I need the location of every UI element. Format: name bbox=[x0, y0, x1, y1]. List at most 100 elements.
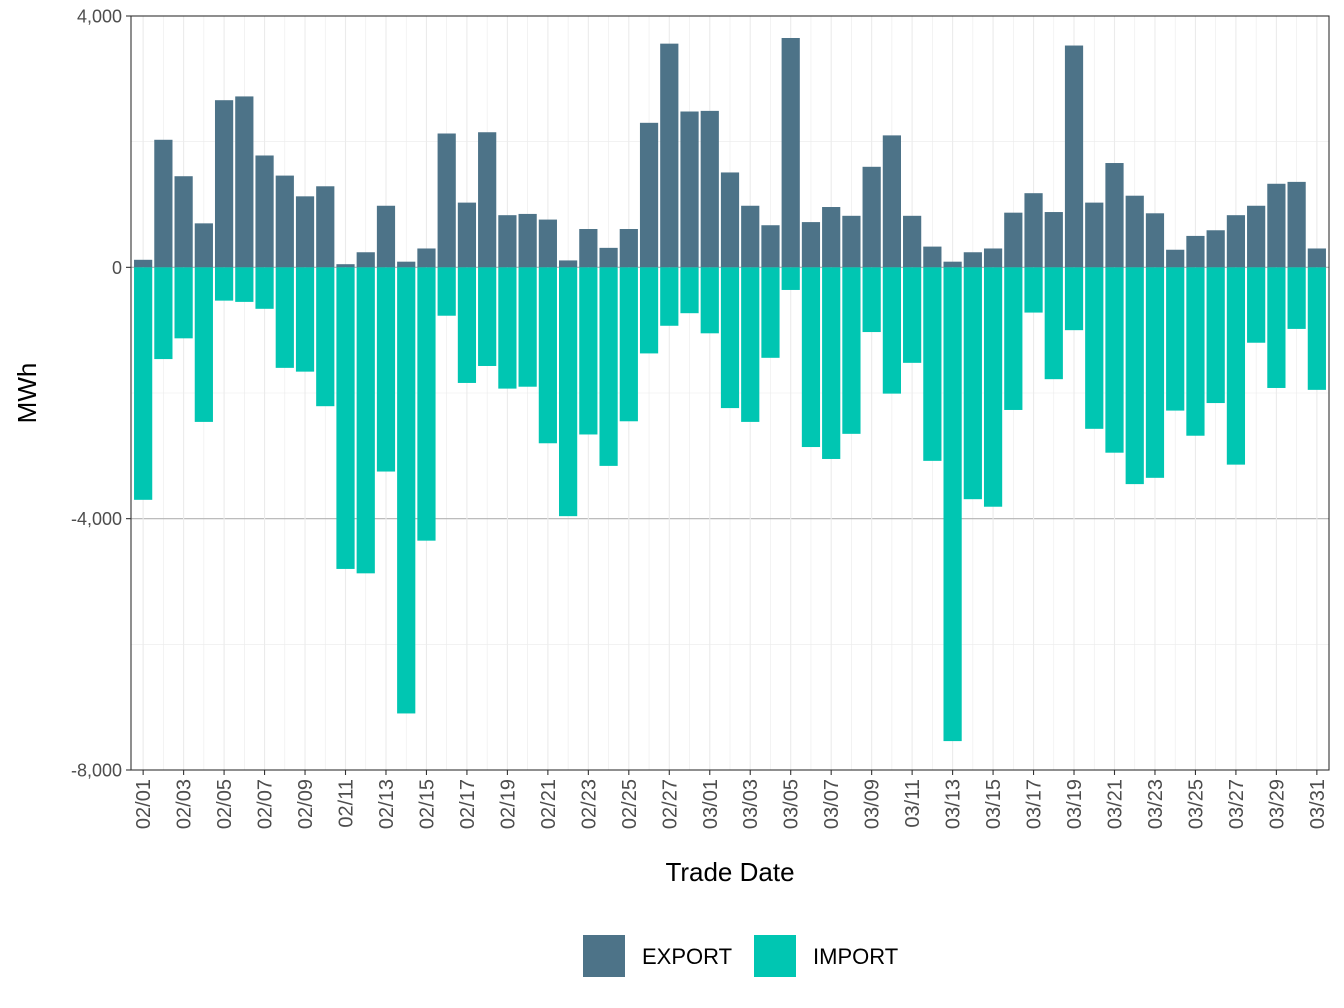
bar-import-03-17 bbox=[1024, 267, 1043, 313]
bar-export-03-29 bbox=[1267, 183, 1286, 268]
bar-export-03-04 bbox=[761, 225, 780, 268]
bar-export-03-28 bbox=[1247, 205, 1266, 268]
x-tick-label: 03/19 bbox=[1064, 779, 1086, 829]
bar-import-03-19 bbox=[1064, 267, 1084, 331]
bar-export-02-21 bbox=[538, 219, 557, 268]
bar-import-03-10 bbox=[882, 267, 901, 394]
x-tick-label: 03/03 bbox=[740, 779, 762, 829]
x-tick-label: 02/07 bbox=[255, 779, 277, 829]
bar-import-02-26 bbox=[639, 267, 659, 354]
bar-export-03-01 bbox=[700, 110, 719, 268]
bar-import-03-12 bbox=[923, 267, 942, 461]
bar-export-03-10 bbox=[882, 135, 901, 268]
bar-import-03-14 bbox=[963, 267, 982, 500]
bar-export-02-01 bbox=[134, 259, 153, 268]
bar-export-03-19 bbox=[1064, 45, 1084, 268]
bar-export-03-09 bbox=[862, 166, 881, 268]
bar-export-02-22 bbox=[559, 260, 578, 268]
bar-import-03-15 bbox=[983, 267, 1003, 507]
bar-export-02-10 bbox=[316, 186, 335, 268]
bar-import-03-16 bbox=[1004, 267, 1023, 410]
legend: EXPORT IMPORT bbox=[583, 935, 898, 977]
bar-export-02-18 bbox=[478, 132, 497, 268]
bar-import-03-23 bbox=[1145, 267, 1165, 478]
x-tick-label: 03/13 bbox=[943, 779, 965, 829]
bar-export-02-27 bbox=[660, 43, 679, 268]
x-tick-label: 02/21 bbox=[538, 779, 560, 829]
bar-export-03-14 bbox=[963, 252, 982, 268]
bar-import-03-03 bbox=[741, 267, 760, 422]
bar-import-03-11 bbox=[903, 267, 922, 363]
bar-import-03-18 bbox=[1044, 267, 1063, 380]
bar-export-03-18 bbox=[1044, 212, 1063, 268]
bar-import-02-15 bbox=[417, 267, 436, 541]
bar-import-03-21 bbox=[1105, 267, 1124, 453]
bar-export-03-26 bbox=[1206, 230, 1225, 268]
x-tick-label: 02/09 bbox=[295, 779, 317, 829]
bar-export-03-17 bbox=[1024, 193, 1043, 268]
bar-export-02-24 bbox=[599, 247, 618, 268]
bar-import-02-14 bbox=[397, 267, 416, 714]
bar-import-02-28 bbox=[680, 267, 699, 314]
legend-key-import bbox=[754, 935, 796, 977]
bar-export-03-31 bbox=[1307, 248, 1326, 268]
bar-export-02-08 bbox=[275, 175, 294, 268]
bar-export-02-16 bbox=[437, 133, 456, 268]
bar-export-02-28 bbox=[680, 111, 699, 268]
bar-import-02-25 bbox=[619, 267, 638, 422]
bar-export-02-23 bbox=[579, 229, 598, 268]
x-tick-label: 03/25 bbox=[1185, 779, 1207, 829]
bar-export-03-05 bbox=[781, 37, 800, 268]
bar-import-03-20 bbox=[1085, 267, 1104, 429]
x-axis: 02/01 02/03 02/05 02/07 02/09 02/11 02/13 02/15… bbox=[133, 770, 1329, 829]
bar-export-02-03 bbox=[174, 176, 193, 268]
x-tick-label: 02/19 bbox=[497, 779, 519, 829]
bar-export-03-23 bbox=[1145, 213, 1165, 268]
x-tick-label: 03/09 bbox=[862, 779, 884, 829]
bar-export-02-07 bbox=[255, 155, 274, 268]
bar-export-03-13 bbox=[943, 261, 962, 268]
bar-import-03-22 bbox=[1125, 267, 1144, 485]
x-tick-label: 03/27 bbox=[1226, 779, 1248, 829]
y-axis-title: MWh bbox=[12, 363, 42, 424]
bar-export-03-15 bbox=[983, 248, 1003, 268]
bar-export-03-11 bbox=[903, 215, 922, 268]
bar-export-03-16 bbox=[1004, 212, 1023, 268]
bar-import-02-23 bbox=[579, 267, 598, 435]
x-tick-label: 02/15 bbox=[416, 779, 438, 829]
bar-export-02-04 bbox=[194, 223, 213, 268]
bar-export-03-07 bbox=[822, 207, 841, 268]
bar-import-03-06 bbox=[801, 267, 821, 448]
y-tick-label: 0 bbox=[112, 258, 122, 278]
bar-import-02-20 bbox=[518, 267, 537, 387]
bar-export-02-12 bbox=[356, 252, 375, 268]
x-tick-label: 03/21 bbox=[1104, 779, 1126, 829]
bar-export-03-12 bbox=[923, 246, 942, 268]
bar-export-03-03 bbox=[741, 205, 760, 268]
x-tick-label: 03/11 bbox=[902, 779, 924, 828]
bar-export-02-19 bbox=[498, 215, 517, 268]
bar-import-02-01 bbox=[134, 267, 153, 500]
x-tick-label: 02/11 bbox=[336, 779, 358, 828]
bar-import-02-21 bbox=[538, 267, 557, 444]
x-tick-label: 02/25 bbox=[619, 779, 641, 829]
x-tick-label: 02/23 bbox=[578, 779, 600, 829]
bar-import-03-24 bbox=[1166, 267, 1185, 411]
bar-series bbox=[134, 37, 1326, 742]
x-tick-label: 03/31 bbox=[1307, 779, 1329, 829]
x-tick-label: 02/01 bbox=[133, 779, 155, 829]
bar-import-02-22 bbox=[559, 267, 578, 517]
bar-import-03-27 bbox=[1226, 267, 1246, 465]
x-tick-label: 02/27 bbox=[659, 779, 681, 829]
bar-export-02-13 bbox=[376, 205, 396, 268]
bar-export-02-05 bbox=[214, 100, 234, 268]
bar-export-03-02 bbox=[720, 172, 740, 268]
bar-export-03-22 bbox=[1125, 195, 1144, 268]
bar-import-02-08 bbox=[275, 267, 294, 368]
bar-export-03-06 bbox=[801, 222, 821, 268]
x-tick-label: 03/07 bbox=[821, 779, 843, 829]
bar-export-02-20 bbox=[518, 213, 537, 268]
bar-import-03-08 bbox=[842, 267, 861, 434]
bar-import-02-04 bbox=[194, 267, 213, 422]
